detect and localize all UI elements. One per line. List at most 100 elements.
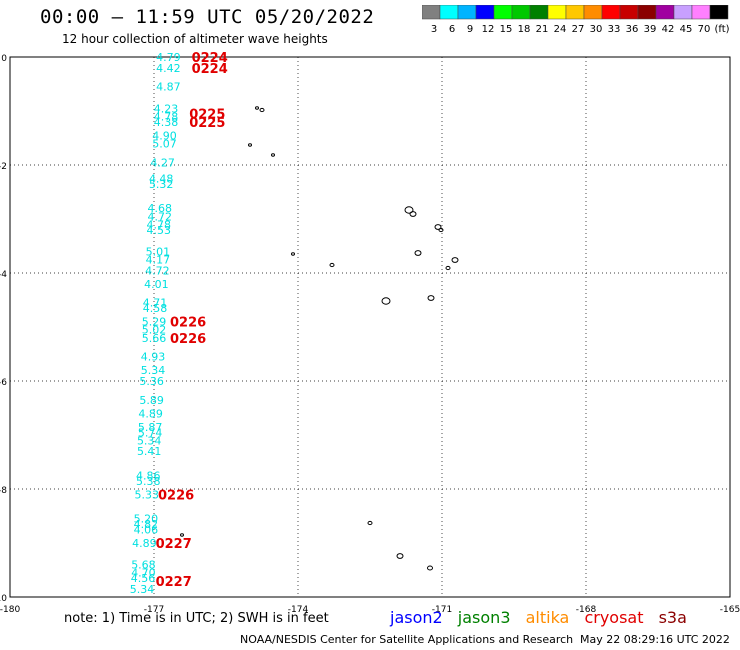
color-scale-label: 12	[482, 24, 495, 35]
time-label: 0227	[156, 537, 192, 552]
chart-title: 00:00 – 11:59 UTC 05/20/2022	[40, 6, 375, 28]
satellite-legend-cryosat: cryosat	[584, 608, 644, 627]
color-scale-label: 9	[467, 24, 473, 35]
color-swatch	[709, 5, 729, 20]
island-outline	[329, 262, 335, 268]
time-label: 0227	[156, 575, 192, 590]
time-label: 0226	[158, 488, 194, 503]
swh-data-label: 5.87	[138, 421, 163, 434]
swh-data-label: 4.38	[154, 116, 179, 129]
swh-data-label: 4.79	[156, 51, 181, 64]
satellite-legend-jason3: jason3	[457, 608, 511, 627]
swh-data-label: 4.87	[156, 81, 181, 94]
swh-data-label: 4.68	[148, 202, 173, 215]
satellite-legend: jason2 jason3 altika cryosat s3a	[390, 608, 697, 627]
swh-data-label: 4.42	[156, 62, 181, 75]
swh-data-label: 5.02	[142, 324, 167, 337]
swh-data-label: 4.01	[144, 278, 169, 291]
color-scale-label: (ft)	[714, 24, 729, 35]
units-note: note: 1) Time is in UTC; 2) SWH is in fe…	[64, 611, 329, 626]
satellite-legend-jason2: jason2	[390, 608, 443, 627]
x-tick-label: -174	[288, 605, 309, 615]
x-tick-label: -165	[720, 605, 740, 615]
color-scale-label: 3	[431, 24, 437, 35]
time-label: 0225	[189, 108, 225, 123]
time-label: 0226	[170, 316, 206, 331]
island-outline	[367, 520, 373, 526]
color-scale-label: 27	[572, 24, 585, 35]
y-tick-label: -2	[0, 162, 7, 172]
color-scale-label: 33	[608, 24, 621, 35]
swh-data-label: 4.56	[131, 572, 156, 585]
island-outline	[255, 106, 259, 110]
swh-data-label: 4.58	[143, 302, 168, 315]
swh-data-label: 4.72	[148, 210, 173, 223]
swh-data-label: 4.71	[143, 297, 168, 310]
x-tick-label: -180	[0, 605, 20, 615]
island-outline	[451, 257, 459, 263]
color-scale-label: 42	[662, 24, 675, 35]
swh-data-label: 4.17	[146, 254, 171, 267]
swh-data-label: 5.34	[137, 434, 162, 447]
generated-timestamp: May 22 08:29:16 UTC 2022	[580, 633, 730, 646]
y-tick-label: -8	[0, 486, 7, 496]
island-outline	[381, 297, 391, 305]
swh-data-label: 4.82	[134, 518, 159, 531]
swh-data-label: 5.38	[136, 475, 161, 488]
color-scale-label: 21	[536, 24, 549, 35]
time-label: 0224	[192, 62, 228, 77]
swh-data-label: 5.34	[141, 364, 166, 377]
y-tick-label: 0	[1, 54, 7, 64]
satellite-legend-s3a: s3a	[658, 608, 687, 627]
swh-data-label: 4.70	[131, 567, 156, 580]
swh-data-label: 5.68	[131, 559, 156, 572]
color-scale-label: 36	[626, 24, 639, 35]
color-scale-label: 18	[518, 24, 531, 35]
time-label: 0225	[189, 116, 225, 131]
color-scale-label: 6	[449, 24, 455, 35]
swh-data-label: 5.32	[149, 178, 174, 191]
island-outline	[409, 211, 417, 217]
island-outline	[271, 153, 275, 157]
chart-subtitle: 12 hour collection of altimeter wave hei…	[62, 32, 328, 46]
color-scale-label: 45	[680, 24, 693, 35]
swh-data-label: 4.48	[149, 173, 174, 186]
color-scale-label: 30	[590, 24, 603, 35]
swh-data-label: 4.86	[136, 470, 161, 483]
island-outline	[414, 250, 422, 256]
y-tick-label: -10	[0, 594, 7, 604]
y-tick-label: -6	[0, 378, 7, 388]
swh-data-label: 4.06	[134, 524, 159, 537]
island-outline	[180, 533, 184, 537]
swh-data-label: 4.53	[147, 224, 172, 237]
island-outline	[396, 553, 404, 559]
swh-data-label: 4.93	[141, 351, 166, 364]
swh-data-label: 4.78	[154, 110, 179, 123]
island-outline	[404, 206, 414, 214]
swh-data-label: 5.07	[152, 137, 177, 150]
swh-data-label: 5.89	[139, 394, 164, 407]
island-outline	[445, 265, 451, 271]
island-outline	[427, 295, 435, 301]
island-outline	[427, 565, 433, 571]
island-outline	[438, 227, 444, 233]
color-scale-label: 24	[554, 24, 567, 35]
island-outline	[291, 252, 295, 256]
swh-data-label: 4.89	[132, 537, 157, 550]
x-tick-label: -168	[576, 605, 597, 615]
swh-data-label: 5.74	[138, 426, 163, 439]
swh-data-label: 5.33	[135, 488, 160, 501]
island-outline	[434, 224, 442, 230]
color-scale-label: 39	[644, 24, 657, 35]
swh-data-label: 4.89	[138, 407, 163, 420]
satellite-legend-altika: altika	[525, 608, 570, 627]
time-label: 0226	[170, 332, 206, 347]
color-scale-label: 70	[698, 24, 711, 35]
color-scale-legend: 3 6 9 12 15 18 21 24 27 30 33 36 39 42 45 70 (ft)	[422, 5, 730, 35]
island-outline	[259, 107, 265, 113]
swh-data-label: 5.01	[146, 245, 171, 258]
swh-data-label: 5.20	[134, 513, 159, 526]
swh-data-label: 4.90	[152, 129, 177, 142]
swh-data-label: 5.34	[130, 583, 155, 596]
x-tick-label: -171	[432, 605, 452, 615]
